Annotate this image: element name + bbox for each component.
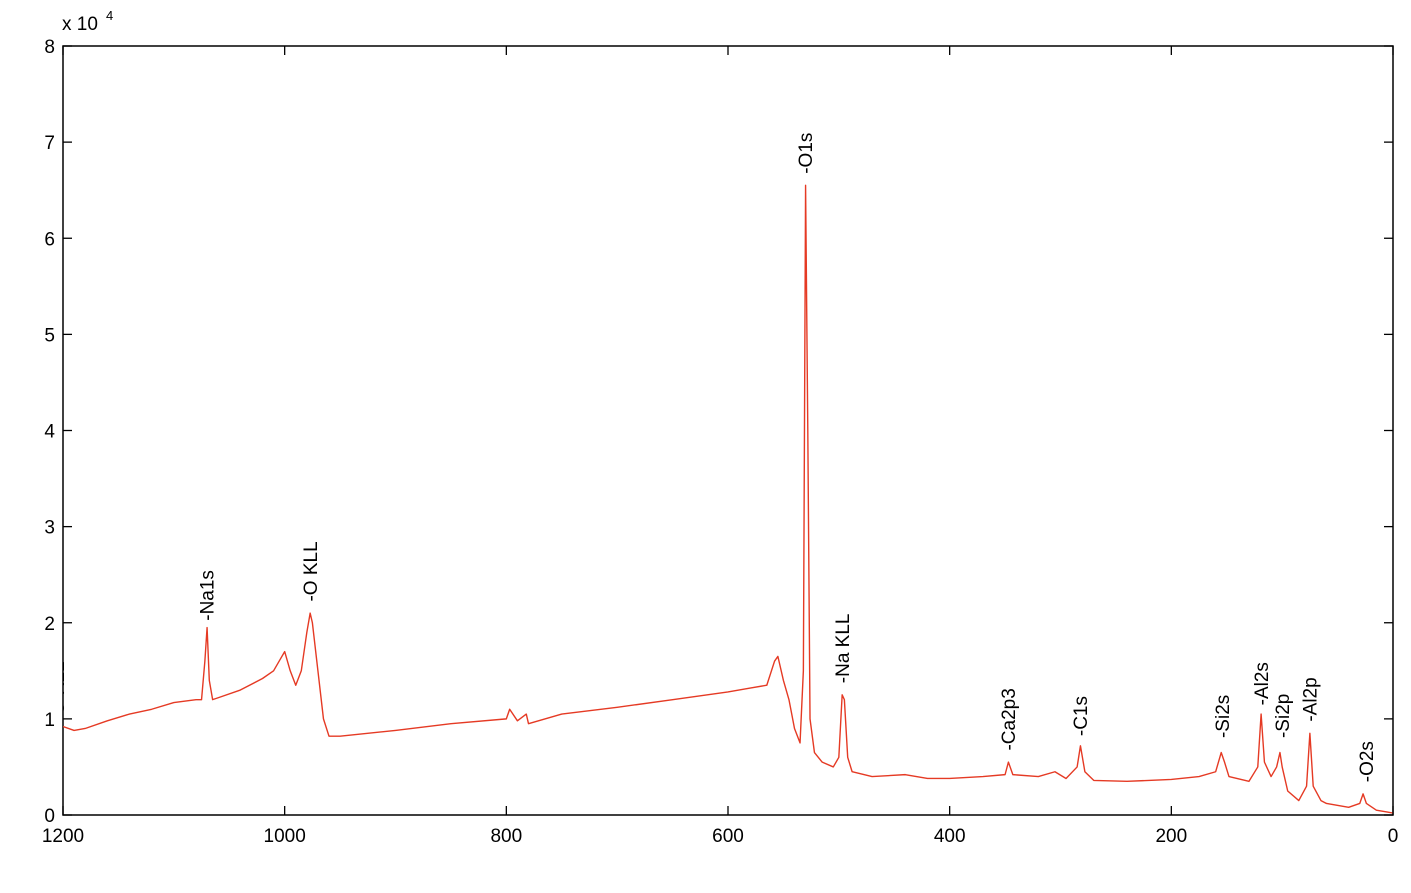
peak-label: -O KLL: [301, 541, 322, 601]
x-tick-label: 200: [1155, 826, 1187, 847]
peak-label: -Na KLL: [833, 614, 854, 684]
y-tick-label: 0: [44, 806, 55, 827]
x-tick-label: 800: [490, 826, 522, 847]
y-tick-label: 7: [44, 133, 55, 154]
y-tick-label: 1: [44, 710, 55, 731]
peak-label: -Al2s: [1252, 662, 1273, 705]
peak-label: -O2s: [1357, 741, 1378, 782]
y-tick-label: 4: [44, 422, 55, 443]
plot-area: -O KLL -Na1s -O KLL -O1s -Na KLL -Ca2p3 -C1s -S…: [48, 133, 1393, 814]
peak-label: -O KLL: [48, 661, 69, 721]
x-tick-label: 1200: [42, 826, 84, 847]
spectrum-line: [63, 184, 1393, 814]
peak-label: -Ca2p3: [999, 688, 1020, 750]
peak-label: -O1s: [796, 133, 817, 174]
plot-frame: [62, 45, 1394, 816]
y-scale-label: x 10: [62, 14, 98, 35]
peak-label: -Na1s: [198, 570, 219, 621]
x-tick-label: 1000: [264, 826, 306, 847]
y-tick-label: 8: [44, 37, 55, 58]
x-tick-label: 600: [712, 826, 744, 847]
peak-label: -C1s: [1071, 696, 1092, 736]
y-tick-label: 6: [44, 229, 55, 250]
peak-label: -Al2p: [1301, 677, 1322, 721]
y-tick-label: 3: [44, 518, 55, 539]
y-tick-label: 2: [44, 614, 55, 635]
x-tick-label: 400: [934, 826, 966, 847]
y-tick-label: 5: [44, 325, 55, 346]
x-tick-label: 0: [1388, 826, 1399, 847]
peak-label: -Si2p: [1273, 694, 1294, 738]
y-scale-exponent: 4: [106, 8, 113, 23]
peak-label: -Si2s: [1213, 695, 1234, 738]
